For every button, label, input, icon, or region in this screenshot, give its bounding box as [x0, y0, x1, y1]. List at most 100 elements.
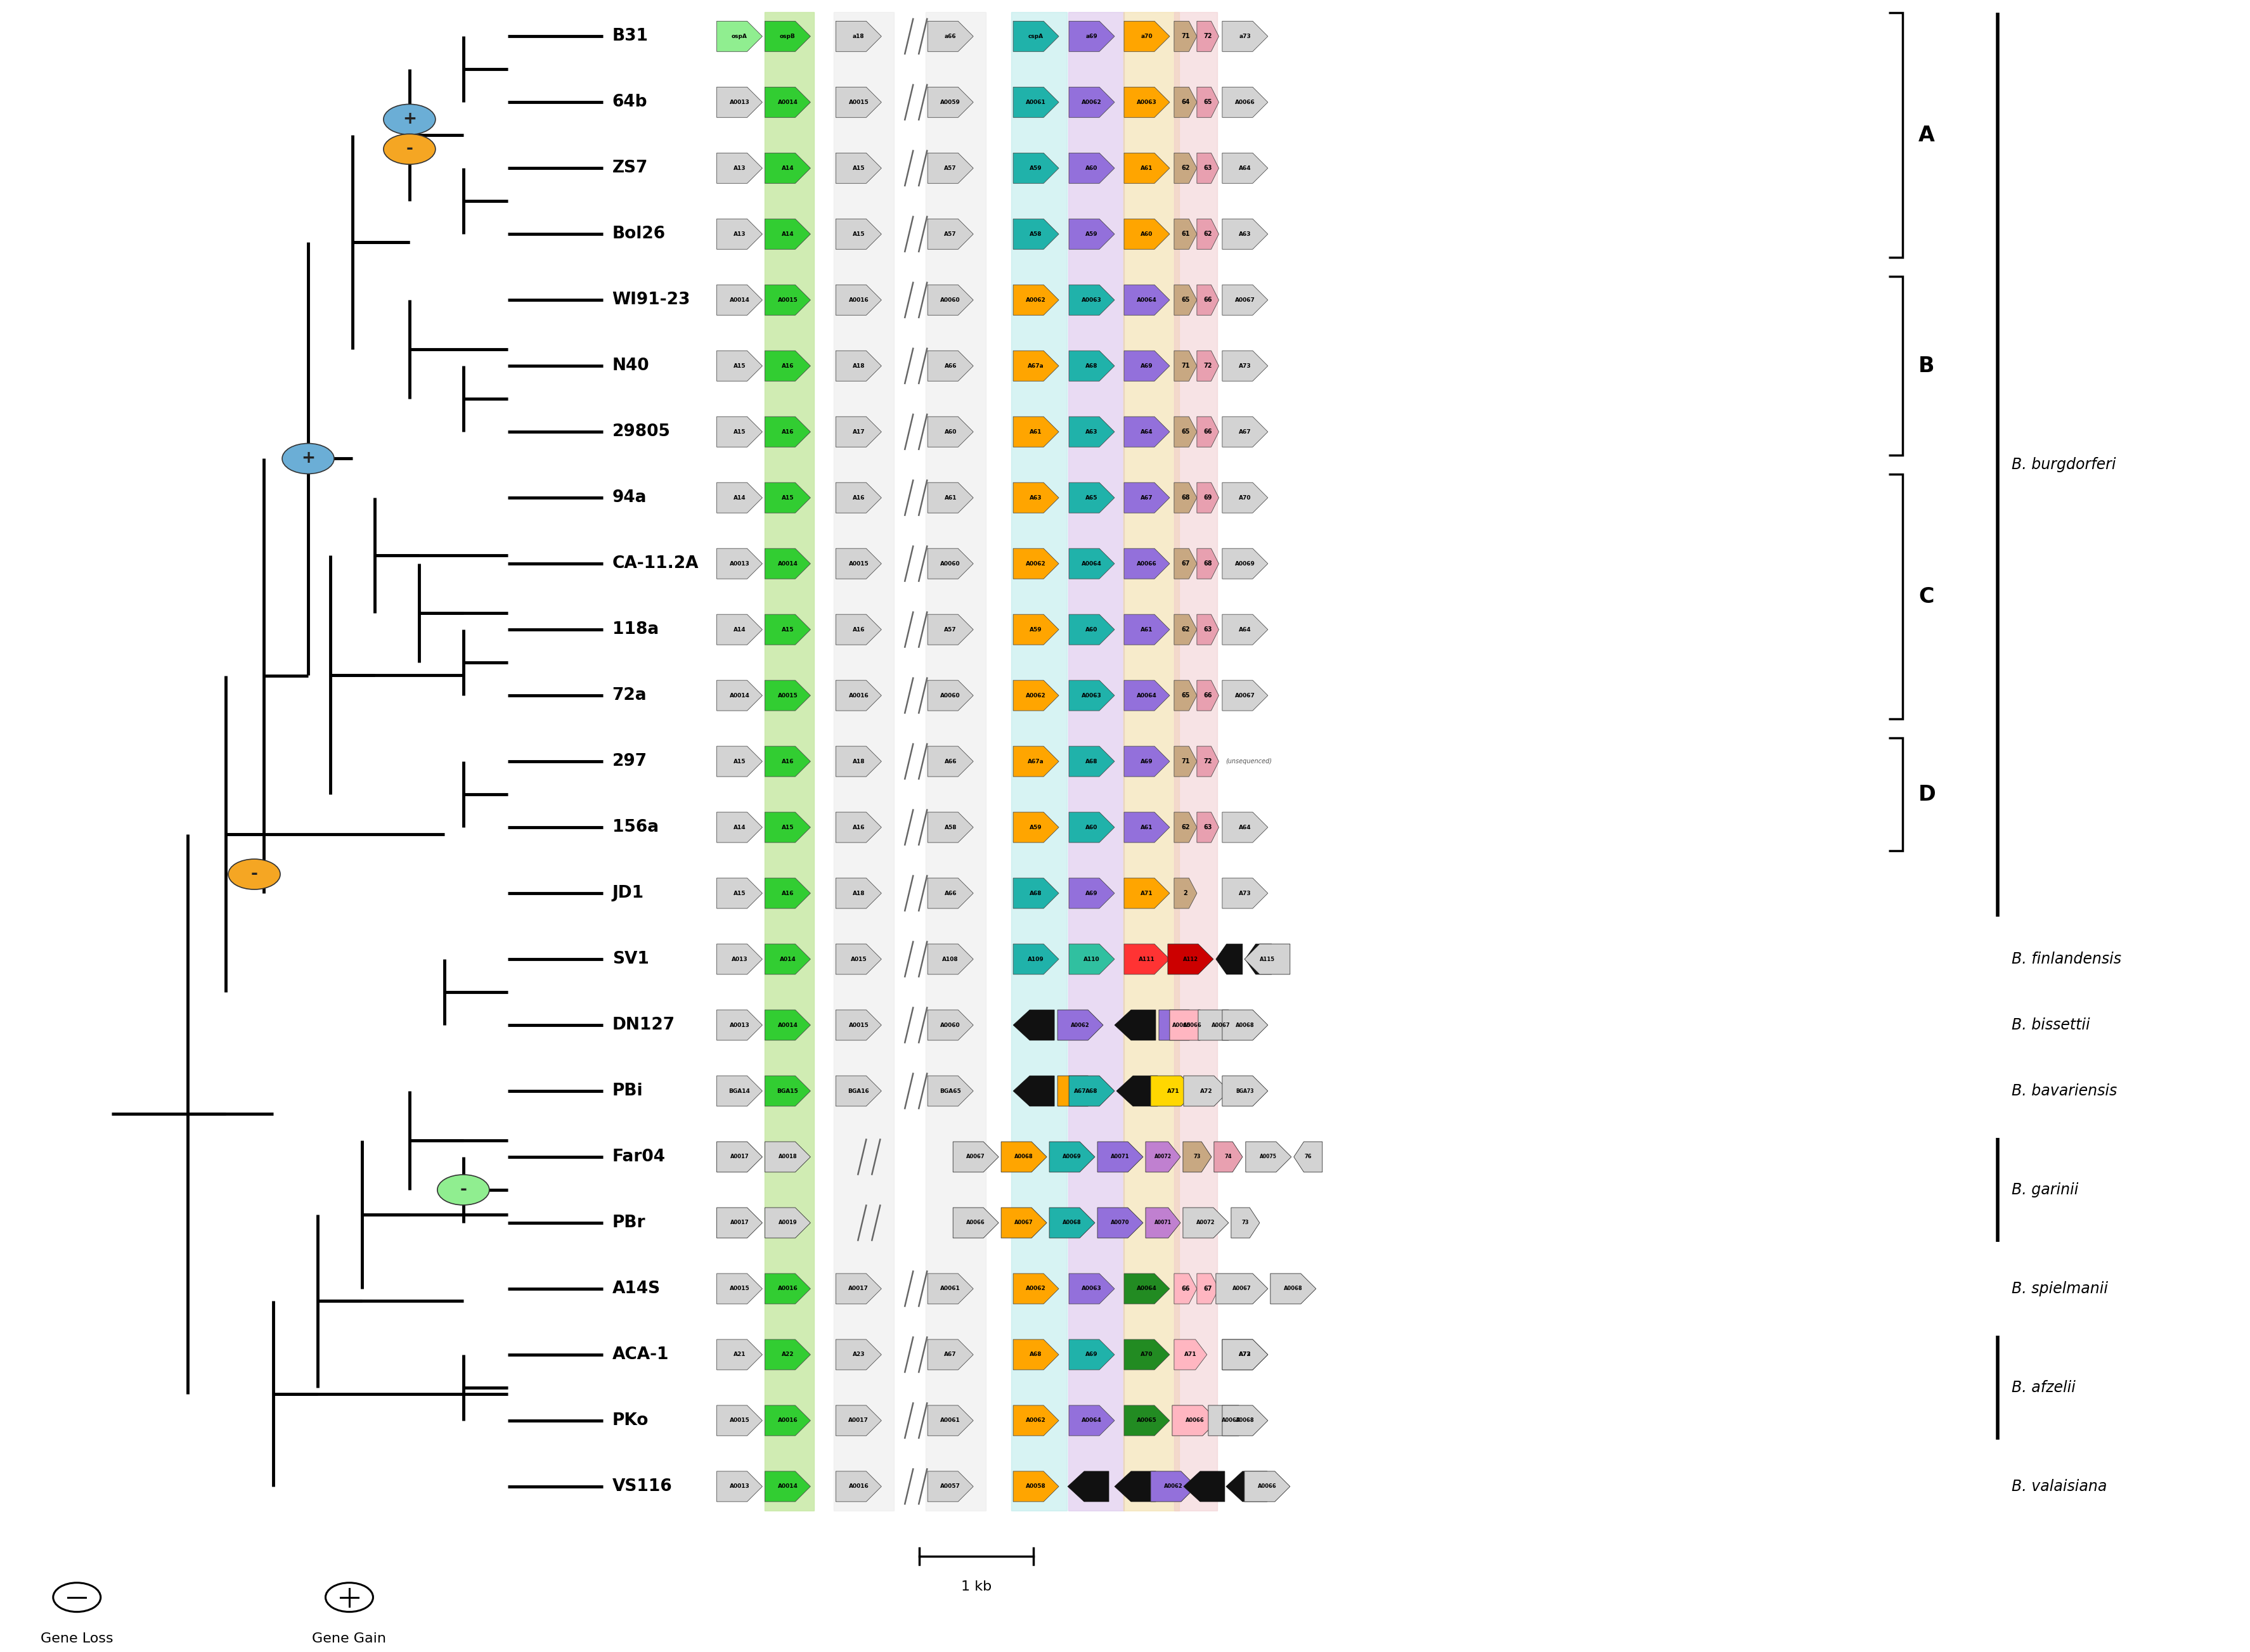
Text: A63: A63: [1030, 496, 1042, 501]
Text: A0060: A0060: [940, 560, 961, 567]
Text: A0068: A0068: [1235, 1417, 1256, 1424]
Text: A0072: A0072: [1154, 1155, 1172, 1160]
Text: BGA14: BGA14: [729, 1089, 749, 1094]
Text: 65: 65: [1204, 99, 1213, 106]
Polygon shape: [718, 1208, 763, 1237]
Polygon shape: [1012, 1009, 1055, 1041]
Polygon shape: [835, 615, 882, 644]
Text: A0068: A0068: [1285, 1285, 1303, 1292]
Text: A16: A16: [781, 363, 794, 368]
Text: A70: A70: [1240, 496, 1251, 501]
Polygon shape: [718, 1274, 763, 1303]
Text: A0061: A0061: [1026, 99, 1046, 106]
Text: A15: A15: [734, 430, 745, 434]
Text: A68: A68: [1030, 890, 1042, 895]
Text: A69: A69: [1084, 1351, 1098, 1358]
Text: B. spielmanii: B. spielmanii: [2012, 1280, 2108, 1297]
Text: B. finlandensis: B. finlandensis: [2012, 952, 2122, 966]
Polygon shape: [927, 1075, 974, 1107]
Polygon shape: [1012, 88, 1060, 117]
Polygon shape: [1271, 1274, 1316, 1303]
Polygon shape: [1012, 1075, 1055, 1107]
Polygon shape: [1012, 879, 1060, 909]
Text: 66: 66: [1181, 1285, 1190, 1292]
Text: A111: A111: [1138, 957, 1154, 961]
Text: A60: A60: [1084, 824, 1098, 831]
Polygon shape: [835, 350, 882, 382]
Text: BGA16: BGA16: [848, 1089, 868, 1094]
Polygon shape: [1012, 615, 1060, 644]
Text: cspA: cspA: [1028, 33, 1044, 40]
Text: A15: A15: [734, 758, 745, 765]
Polygon shape: [1098, 1208, 1143, 1237]
Text: A0067: A0067: [1222, 1417, 1240, 1424]
Polygon shape: [1174, 284, 1197, 316]
Polygon shape: [1222, 1406, 1267, 1436]
Polygon shape: [1012, 482, 1060, 514]
Text: ACA-1: ACA-1: [612, 1346, 668, 1363]
Polygon shape: [1125, 284, 1170, 316]
Text: Far04: Far04: [612, 1148, 666, 1165]
Text: A60: A60: [945, 430, 956, 434]
Text: A0062: A0062: [1026, 297, 1046, 302]
Polygon shape: [1069, 350, 1114, 382]
Text: A0071: A0071: [1154, 1219, 1172, 1226]
Polygon shape: [927, 1472, 974, 1502]
Polygon shape: [1294, 1142, 1323, 1173]
Text: A0062: A0062: [1163, 1483, 1184, 1490]
Text: A0067: A0067: [1235, 692, 1256, 699]
Text: A13: A13: [734, 231, 745, 236]
Polygon shape: [1222, 416, 1267, 448]
Bar: [765, 12, 814, 1510]
Polygon shape: [1174, 681, 1197, 710]
Polygon shape: [1222, 1340, 1267, 1370]
Text: 63: 63: [1204, 626, 1213, 633]
Text: A65: A65: [1084, 496, 1098, 501]
Text: A57: A57: [945, 626, 956, 633]
Text: A0062: A0062: [1082, 99, 1102, 106]
Polygon shape: [1244, 1472, 1289, 1502]
Text: A0014: A0014: [778, 1483, 799, 1490]
Text: A58: A58: [945, 824, 956, 831]
Text: A0013: A0013: [729, 99, 749, 106]
Text: 72: 72: [1204, 33, 1213, 40]
Polygon shape: [1125, 813, 1170, 843]
Text: A0066: A0066: [1184, 1023, 1202, 1028]
Polygon shape: [765, 154, 810, 183]
Polygon shape: [927, 615, 974, 644]
Polygon shape: [835, 1274, 882, 1303]
Text: A72: A72: [1199, 1089, 1213, 1094]
Polygon shape: [1125, 681, 1170, 710]
Text: A0015: A0015: [848, 560, 868, 567]
Polygon shape: [1125, 747, 1170, 776]
Text: A0060: A0060: [940, 297, 961, 302]
Text: A0064: A0064: [1082, 560, 1102, 567]
Text: A60: A60: [1084, 626, 1098, 633]
Polygon shape: [765, 1340, 810, 1370]
Polygon shape: [765, 21, 810, 51]
Text: A69: A69: [1141, 363, 1152, 368]
Polygon shape: [1174, 21, 1197, 51]
Text: A0060: A0060: [940, 692, 961, 699]
Polygon shape: [1222, 615, 1267, 644]
Text: A0057: A0057: [940, 1483, 961, 1490]
Text: A0013: A0013: [729, 560, 749, 567]
Polygon shape: [1145, 1142, 1181, 1173]
Polygon shape: [835, 416, 882, 448]
Polygon shape: [1174, 1340, 1206, 1370]
Text: A014: A014: [778, 957, 796, 961]
Polygon shape: [718, 482, 763, 514]
Text: a73: a73: [1240, 33, 1251, 40]
Polygon shape: [1069, 747, 1114, 776]
Polygon shape: [718, 813, 763, 843]
Text: A0059: A0059: [940, 99, 961, 106]
Text: 74: 74: [1224, 1155, 1233, 1160]
Text: 66: 66: [1204, 692, 1213, 699]
Polygon shape: [765, 1274, 810, 1303]
Text: A0066: A0066: [1258, 1483, 1276, 1490]
Text: PBr: PBr: [612, 1214, 646, 1231]
Polygon shape: [1125, 1274, 1170, 1303]
Text: 73: 73: [1242, 1219, 1249, 1226]
Polygon shape: [835, 1472, 882, 1502]
Polygon shape: [927, 747, 974, 776]
